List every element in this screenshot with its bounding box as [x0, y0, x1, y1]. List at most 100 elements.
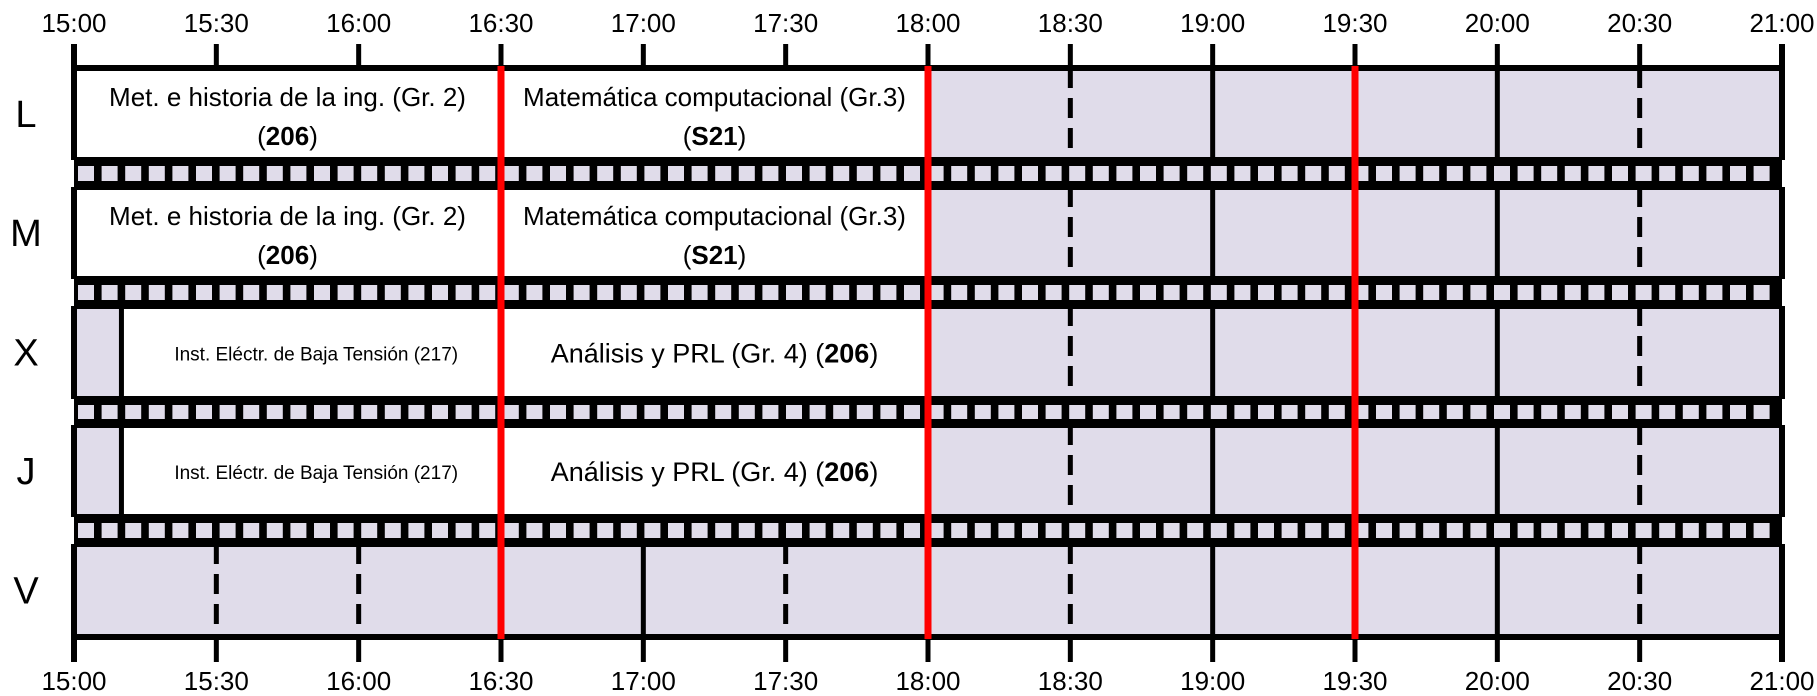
separator-block — [856, 166, 873, 181]
separator-block — [266, 166, 283, 181]
separator-block — [1234, 166, 1251, 181]
separator-block — [455, 523, 472, 538]
separator-block — [1753, 405, 1770, 419]
separator-block — [1659, 166, 1676, 181]
event-room-close: ) — [738, 121, 747, 151]
separator-block — [1092, 166, 1109, 181]
separator-block — [1234, 523, 1251, 538]
separator-block — [1258, 166, 1274, 181]
separator-block — [219, 285, 236, 300]
event-room-open: ( — [683, 121, 692, 151]
event-block — [121, 425, 501, 517]
separator-block — [998, 523, 1015, 538]
event-room: S21 — [691, 240, 737, 270]
separator-block — [573, 523, 590, 538]
separator-block — [550, 166, 566, 181]
event-room-line: (S21) — [683, 121, 747, 151]
separator-block — [998, 285, 1015, 300]
separator-block — [951, 285, 968, 300]
separator-block — [384, 285, 401, 300]
separator-block — [833, 285, 850, 300]
event-block — [501, 68, 928, 160]
text-layer: Met. e historia de la ing. (Gr. 2) (206) M… — [10, 8, 1814, 696]
event-room-open: ( — [257, 121, 266, 151]
separator-block — [1564, 523, 1581, 538]
separator-block — [1140, 523, 1156, 538]
separator-block — [668, 523, 684, 538]
separator-block — [78, 405, 94, 419]
separator-block — [1659, 405, 1676, 419]
separator-block — [597, 285, 614, 300]
separator-block — [1446, 166, 1463, 181]
separator-block — [526, 166, 543, 181]
separator-block — [1328, 166, 1345, 181]
time-label-bottom: 19:00 — [1180, 666, 1245, 696]
separator-block — [1210, 523, 1227, 538]
separator-block — [1635, 285, 1652, 300]
time-label-top: 17:00 — [611, 8, 676, 38]
separator-block — [1210, 405, 1227, 419]
separator-block — [1187, 523, 1204, 538]
separator-block — [1376, 285, 1392, 300]
separator-block — [1022, 405, 1038, 419]
separator-block — [738, 523, 755, 538]
separator-block — [856, 523, 873, 538]
separator-block — [526, 523, 543, 538]
separator-block — [738, 166, 755, 181]
event-title: Met. e historia de la ing. (Gr. 2) — [109, 201, 466, 231]
separator-block — [78, 523, 94, 538]
separator-block — [1517, 523, 1534, 538]
event-room-open: ( — [683, 240, 692, 270]
separator-block — [1682, 166, 1699, 181]
separator-block — [408, 285, 425, 300]
separator-block — [361, 523, 378, 538]
separator-block — [479, 405, 496, 419]
separator-block — [904, 523, 920, 538]
separator-block — [904, 285, 920, 300]
separator-block — [361, 285, 378, 300]
separator-block — [1470, 285, 1487, 300]
separator-block — [786, 405, 802, 419]
time-label-bottom: 17:00 — [611, 666, 676, 696]
separator-block — [1564, 166, 1581, 181]
separator-block — [1116, 405, 1133, 419]
separator-block — [998, 166, 1015, 181]
time-label-bottom: 15:30 — [184, 666, 249, 696]
separator-block — [1305, 166, 1322, 181]
separator-block — [856, 405, 873, 419]
separator-block — [125, 523, 142, 538]
separator-block — [502, 285, 519, 300]
separator-block — [762, 166, 779, 181]
separator-block — [1470, 523, 1487, 538]
separator-block — [691, 285, 708, 300]
event-title-prefix: Análisis y PRL (Gr. 4) ( — [551, 457, 825, 487]
separator-block — [1470, 405, 1487, 419]
highlight-lines — [497, 66, 1359, 639]
separator-block — [1045, 285, 1062, 300]
separator-block — [314, 405, 330, 419]
separator-block — [125, 166, 142, 181]
separator-block — [1281, 523, 1298, 538]
separator-block — [880, 166, 897, 181]
separator-block — [125, 285, 142, 300]
time-label-bottom: 20:00 — [1465, 666, 1530, 696]
event-title: Inst. Eléctr. de Baja Tensión (217) — [174, 463, 458, 484]
separator-block — [1045, 166, 1062, 181]
separator-block — [597, 405, 614, 419]
separator-block — [1045, 523, 1062, 538]
time-label-top: 15:30 — [184, 8, 249, 38]
time-label-top: 17:30 — [753, 8, 818, 38]
separator-block — [219, 405, 236, 419]
separator-block — [880, 523, 897, 538]
event-room: 206 — [266, 240, 309, 270]
separator-block — [1116, 523, 1133, 538]
time-label-top: 20:30 — [1607, 8, 1672, 38]
separator-block — [1069, 285, 1086, 300]
separator-block — [1753, 285, 1770, 300]
separator-block — [78, 285, 94, 300]
separator-block — [1494, 285, 1510, 300]
separator-block — [101, 166, 118, 181]
separator-block — [1494, 166, 1510, 181]
separator-block — [998, 405, 1015, 419]
separator-block — [172, 285, 189, 300]
